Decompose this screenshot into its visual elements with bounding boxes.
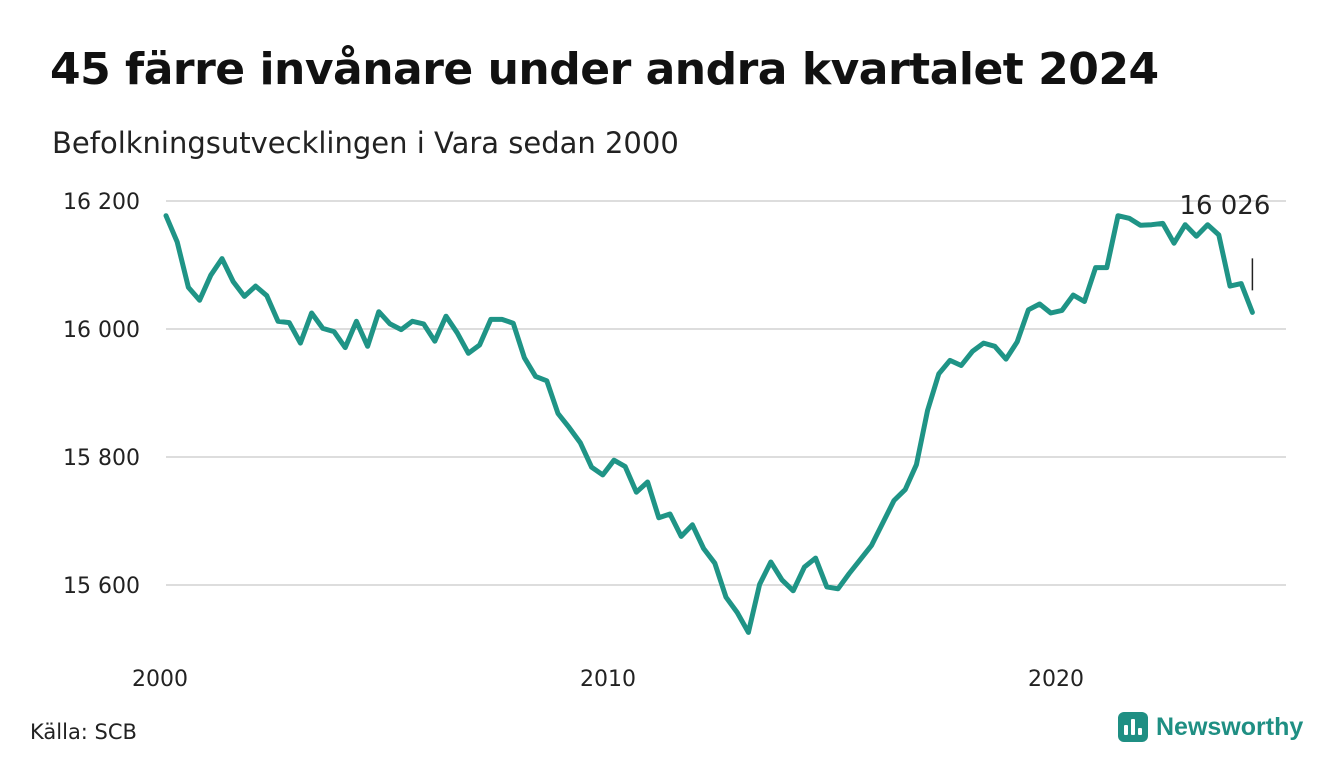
last-value-annotation: 16 026 <box>1179 191 1270 291</box>
y-tick-label: 16 200 <box>63 190 140 215</box>
x-tick-label: 2020 <box>1028 667 1084 692</box>
x-tick-label: 2000 <box>132 667 188 692</box>
chart-title: 45 färre invånare under andra kvartalet … <box>50 44 1159 95</box>
y-axis-labels: 15 600 15 800 16 000 16 200 <box>63 190 140 599</box>
y-tick-label: 15 600 <box>63 574 140 599</box>
chart-subtitle: Befolkningsutvecklingen i Vara sedan 200… <box>52 126 679 160</box>
population-line <box>163 213 1255 635</box>
brand-name: Newsworthy <box>1156 712 1304 741</box>
y-tick-label: 16 000 <box>63 318 140 343</box>
y-tick-label: 15 800 <box>63 446 140 471</box>
x-tick-label: 2010 <box>580 667 636 692</box>
x-axis-labels: 2000 2010 2020 <box>132 667 1084 692</box>
newsworthy-logo: Newsworthy <box>1118 712 1303 742</box>
grid-lines <box>166 200 1286 586</box>
bar-chart-icon <box>1118 712 1148 742</box>
source-note: Källa: SCB <box>30 720 137 744</box>
annotation-label: 16 026 <box>1179 191 1270 221</box>
